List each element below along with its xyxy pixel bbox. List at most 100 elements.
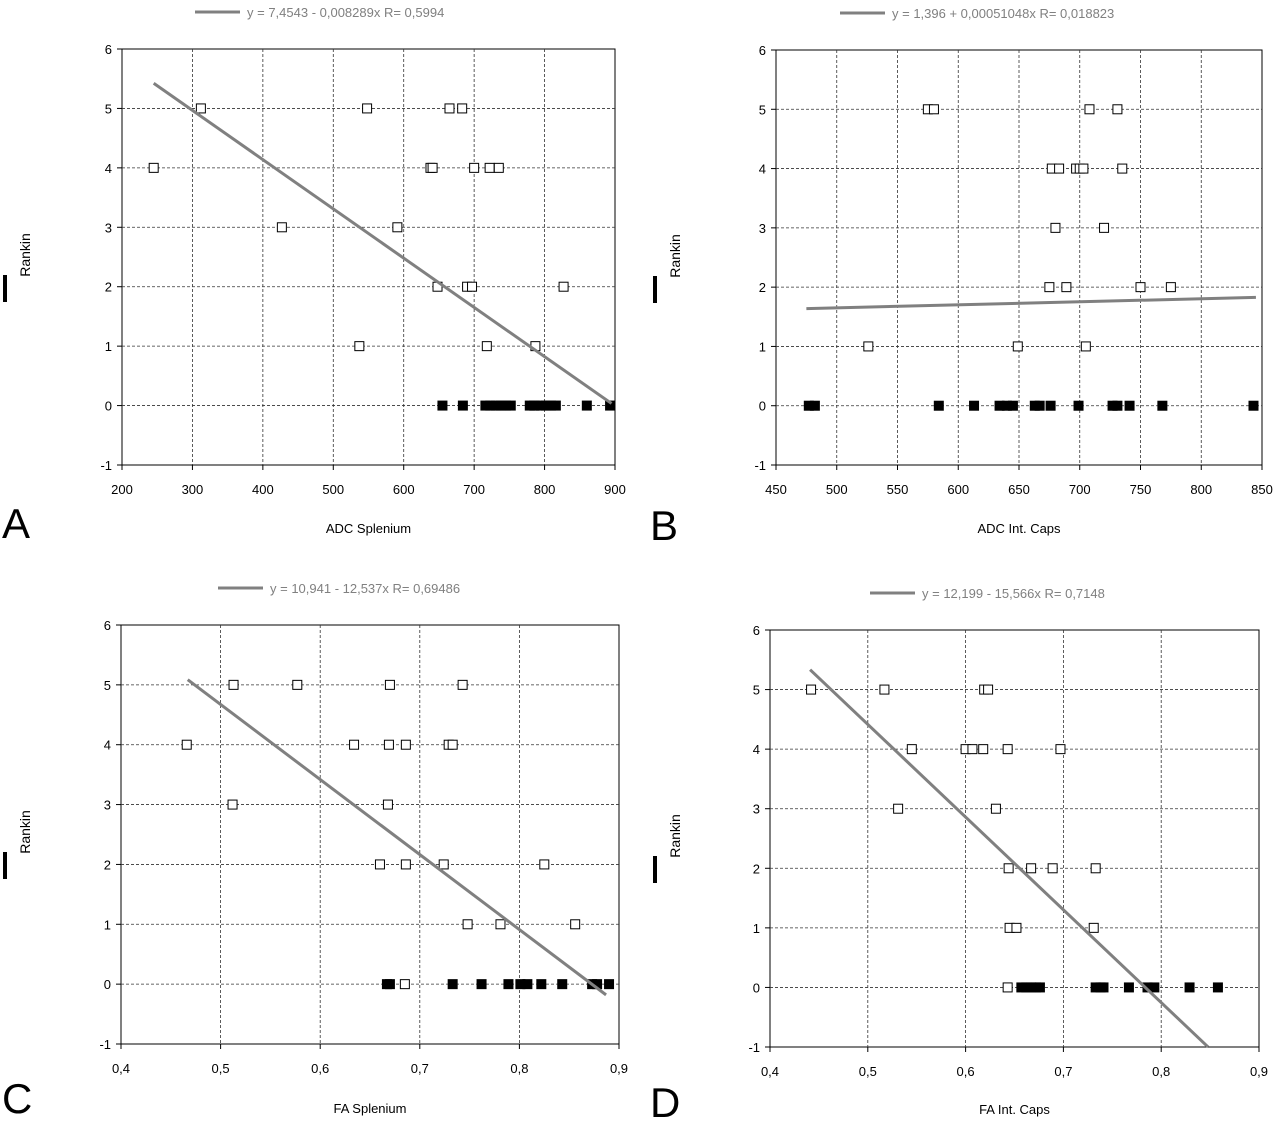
data-point-open [292,679,303,690]
y-axis-label-bar [653,276,657,303]
data-point-open [1099,222,1110,233]
x-tick-label: 850 [1251,482,1273,497]
y-tick-label: -1 [754,458,766,473]
y-tick-label: 6 [753,623,760,638]
data-point-filled [1184,982,1195,993]
plot-frame [120,624,620,1045]
data-point-filled [933,400,944,411]
data-point-filled [809,400,820,411]
panel-b: 450 500 550 600 650 700 750 800 850 -1 0 1 2 3 4 5 6 ADC … [650,6,1273,549]
y-tick-label: 1 [104,917,111,932]
data-point-open [1011,922,1022,933]
y-tick-label: -1 [99,1037,111,1052]
data-point-filled [994,400,1005,411]
data-point-filled [485,400,496,411]
regression-line [806,295,1256,311]
data-point-open [1047,863,1058,874]
data-point-open [227,799,238,810]
data-point-open [484,162,495,173]
data-point-open [349,739,360,750]
data-point-open [1061,282,1072,293]
y-axis-label-bar [653,856,657,883]
data-point-open [228,679,239,690]
y-tick-label: 2 [753,861,760,876]
data-point-filled [522,979,533,990]
data-point-open [1050,222,1061,233]
regression-line [809,668,1210,1049]
x-tick-label: 0,7 [411,1061,429,1076]
y-tick-label: 3 [104,798,111,813]
x-tick-label: 200 [111,482,133,497]
y-axis-label: Rankin [667,234,683,278]
data-point-filled [803,400,814,411]
x-tick-label: 700 [463,482,485,497]
legend-text: y = 12,199 - 15,566x R= 0,7148 [922,586,1105,601]
data-point-filled [384,979,395,990]
data-point-filled [1034,982,1045,993]
data-point-open [447,739,458,750]
y-tick-label: 2 [759,280,766,295]
data-point-open [1055,744,1066,755]
data-point-open [438,859,449,870]
data-point-open [399,979,410,990]
y-tick-label: 6 [759,43,766,58]
y-tick-label: 0 [104,977,111,992]
data-point-filled [437,400,448,411]
x-tick-label: 400 [252,482,274,497]
y-axis-label: Rankin [17,233,33,277]
data-point-filled [604,979,615,990]
panel-label: D [650,1079,680,1126]
data-point-filled [1073,400,1084,411]
x-tick-label: 0,4 [112,1061,130,1076]
data-point-filled [1123,982,1134,993]
data-point-filled [1124,400,1135,411]
panel-label: C [2,1075,32,1122]
x-tick-label: 300 [182,482,204,497]
x-tick-label: 0,6 [957,1064,975,1079]
x-tick-label: 900 [604,482,626,497]
data-point-open [444,103,455,114]
data-point-open [1003,863,1014,874]
data-point-open [1002,982,1013,993]
x-tick-label: 0,5 [212,1061,230,1076]
data-point-open [978,744,989,755]
y-tick-label: 5 [753,683,760,698]
x-tick-label: 0,7 [1054,1064,1072,1079]
data-point-open [382,799,393,810]
data-point-open [469,162,480,173]
data-point-filled [1045,400,1056,411]
data-point-open [539,859,550,870]
y-tick-label: 4 [753,742,760,757]
data-point-filled [1098,982,1109,993]
data-point-open [983,684,994,695]
data-point-filled [515,979,526,990]
data-point-open [457,679,468,690]
x-axis-label: FA Splenium [334,1101,407,1116]
y-tick-label: 2 [104,857,111,872]
y-tick-label: 5 [759,102,766,117]
y-tick-label: -1 [100,458,112,473]
x-tick-label: 0,6 [311,1061,329,1076]
data-point-open [570,919,581,930]
data-point-open [467,281,478,292]
x-tick-label: 500 [826,482,848,497]
y-tick-label: 4 [105,161,112,176]
y-axis-label: Rankin [667,814,683,858]
y-tick-label: 5 [105,101,112,116]
y-tick-label: 4 [104,738,111,753]
data-point-filled [505,400,516,411]
data-point-open [1084,104,1095,115]
x-axis-label: ADC Int. Caps [977,521,1061,536]
regression-line [186,678,607,997]
data-point-open [362,103,373,114]
data-point-open [1090,863,1101,874]
x-tick-label: 0,5 [859,1064,877,1079]
y-tick-label: 3 [105,220,112,235]
data-point-open [276,222,287,233]
data-point-filled [529,400,540,411]
data-point-filled [969,400,980,411]
data-point-filled [503,979,514,990]
y-tick-label: 1 [753,921,760,936]
data-point-filled [1149,982,1160,993]
data-point-open [400,859,411,870]
